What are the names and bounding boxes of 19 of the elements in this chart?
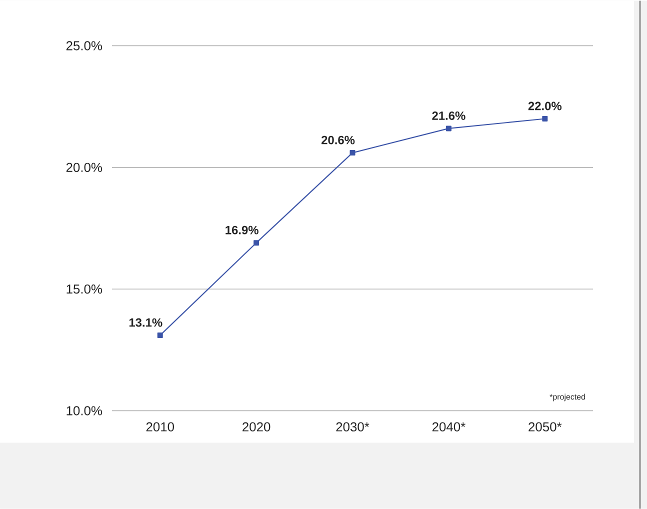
y-tick-label: 15.0% xyxy=(66,284,102,294)
point xyxy=(254,240,260,246)
point xyxy=(157,332,163,338)
data-label: 20.6% xyxy=(322,136,355,144)
y-tick-label: 20.0% xyxy=(66,162,102,172)
x-tick-label: 2030* xyxy=(336,422,370,432)
x-tick-label: 2010 xyxy=(146,422,174,432)
y-tick-label: 25.0% xyxy=(66,40,102,50)
point xyxy=(542,116,548,122)
point xyxy=(446,125,452,131)
x-tick-label: 2020 xyxy=(242,422,270,432)
point xyxy=(350,150,356,156)
data-label: 22.0% xyxy=(528,102,562,110)
data-label: 16.9% xyxy=(226,226,258,234)
data-label: 21.6% xyxy=(432,111,466,120)
data-label: 13.1% xyxy=(129,318,162,327)
x-tick-label: 2040* xyxy=(432,422,466,432)
x-tick-label: 2050* xyxy=(528,422,562,432)
y-tick-label: 10.0% xyxy=(66,406,102,416)
